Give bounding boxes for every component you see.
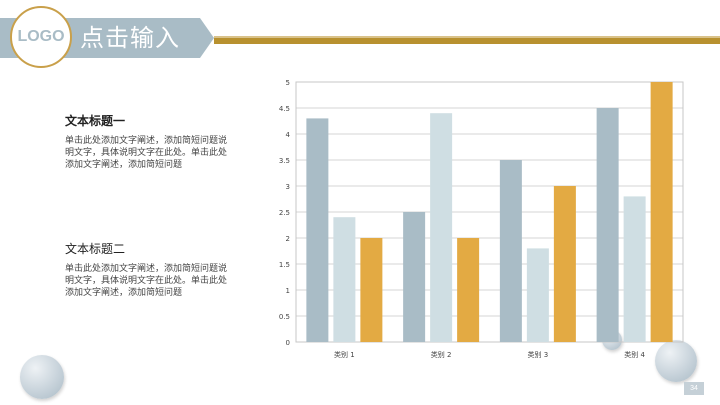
y-tick-label: 3 <box>286 183 290 191</box>
bar <box>596 108 619 342</box>
decorative-bubble-right <box>655 340 697 382</box>
y-tick-label: 2.5 <box>279 209 290 217</box>
y-tick-label: 5 <box>286 79 290 87</box>
chart-bars <box>306 82 673 343</box>
logo: LOGO <box>10 6 72 68</box>
bar <box>650 82 673 342</box>
text-block-2: 文本标题二 单击此处添加文字阐述，添加简短问题说明文字，具体说明文字在此处。单击… <box>65 240 230 299</box>
page-number: 34 <box>684 382 704 395</box>
bar <box>333 217 356 342</box>
text-block-2-body: 单击此处添加文字阐述，添加简短问题说明文字，具体说明文字在此处。单击此处添加文字… <box>65 264 228 298</box>
y-tick-label: 3.5 <box>279 157 290 165</box>
text-block-1: 文本标题一 单击此处添加文字阐述，添加简短问题说明文字，具体说明文字在此处。单击… <box>65 112 230 171</box>
x-tick-label: 类别 4 <box>624 350 645 359</box>
y-tick-label: 0 <box>286 339 290 347</box>
y-tick-label: 0.5 <box>279 313 290 321</box>
text-block-1-title: 文本标题一 <box>65 114 126 128</box>
text-block-2-title: 文本标题二 <box>65 242 126 256</box>
header-rule-light <box>214 36 720 38</box>
bar <box>403 212 426 342</box>
chart-labels: 0 0.5 1 1.5 2 2.5 3 3.5 4 4.5 5 类别 1 类别 2 类别 3 类别 4 <box>279 79 646 359</box>
x-tick-label: 类别 1 <box>334 350 355 359</box>
decorative-bubble-left <box>20 355 64 399</box>
bar <box>623 196 646 342</box>
bar <box>360 238 383 342</box>
bar <box>499 160 522 342</box>
header-rule <box>214 38 720 44</box>
decorative-bubble-small <box>602 330 622 350</box>
bar <box>306 118 329 343</box>
x-tick-label: 类别 3 <box>528 350 549 359</box>
text-block-1-body: 单击此处添加文字阐述，添加简短问题说明文字，具体说明文字在此处。单击此处添加文字… <box>65 136 228 170</box>
logo-text: LOGO <box>17 28 65 45</box>
plot-frame <box>295 81 684 343</box>
page-title: 点击输入 <box>80 24 180 52</box>
y-tick-label: 1 <box>286 287 290 295</box>
bar <box>553 186 576 342</box>
y-tick-label: 4.5 <box>279 105 290 113</box>
y-tick-label: 2 <box>286 235 290 243</box>
y-tick-label: 1.5 <box>279 261 290 269</box>
bar <box>430 113 453 342</box>
chart-grid <box>295 81 684 343</box>
x-tick-label: 类别 2 <box>431 350 452 359</box>
y-tick-label: 4 <box>286 131 291 139</box>
bar <box>526 248 549 342</box>
bar <box>457 238 480 342</box>
